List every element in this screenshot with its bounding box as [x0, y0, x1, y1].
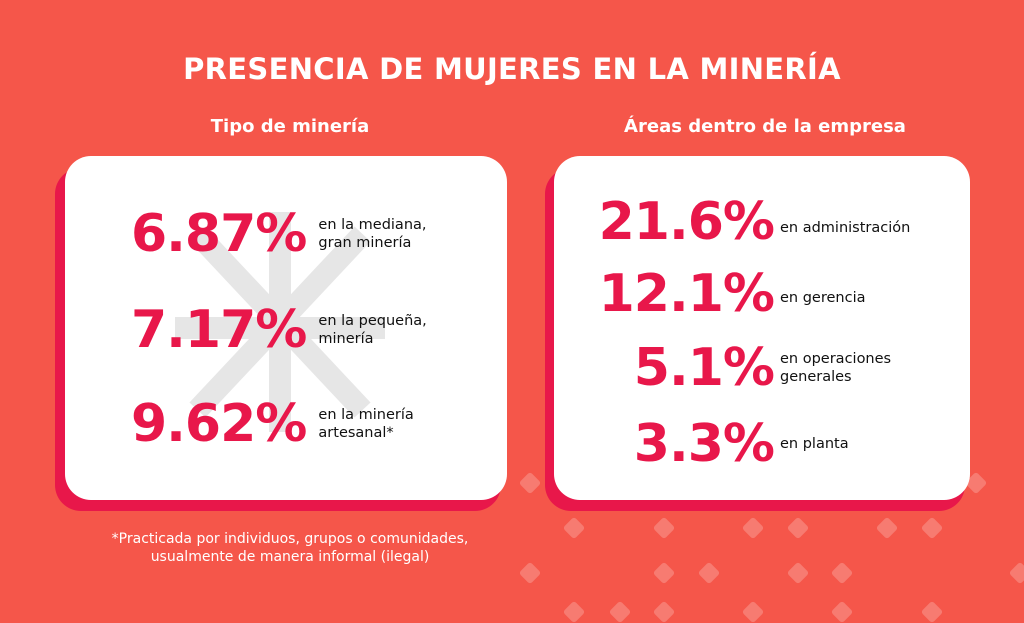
- diamond-decoration: [652, 561, 676, 585]
- stat-row: 9.62% en la minería artesanal*: [131, 398, 414, 450]
- diamond-decoration: [786, 561, 810, 585]
- diamond-decoration: [1008, 561, 1024, 585]
- stat-row: 12.1%: [598, 264, 775, 324]
- stat-row: 21.6%: [598, 192, 775, 252]
- diamond-decoration: [562, 516, 586, 540]
- stat-value: 9.62%: [131, 394, 307, 454]
- stat-label: en la pequeña, minería: [318, 313, 427, 347]
- stat-row: 5.1%: [633, 338, 775, 398]
- diamond-decoration: [830, 561, 854, 585]
- diamond-decoration: [608, 600, 632, 623]
- stat-value: 5.1%: [633, 338, 775, 398]
- diamond-decoration: [741, 516, 765, 540]
- asterisk-watermark-icon: [175, 212, 385, 432]
- page-title: PRESENCIA DE MUJERES EN LA MINERÍA: [183, 52, 841, 86]
- diamond-decoration: [562, 600, 586, 623]
- stat-label: en gerencia: [780, 290, 866, 306]
- diamond-decoration: [875, 516, 899, 540]
- diamond-decoration: [518, 561, 542, 585]
- stat-label: en operaciones generales: [780, 351, 892, 385]
- stat-label: en administración: [780, 220, 911, 236]
- stat-label: en planta: [780, 436, 849, 452]
- diamond-decoration: [697, 561, 721, 585]
- left-heading: Tipo de minería: [210, 116, 370, 137]
- diamond-decoration: [830, 600, 854, 623]
- stat-label: en la minería artesanal*: [318, 407, 414, 441]
- diamond-decoration: [741, 600, 765, 623]
- right-card: 21.6% en administración 12.1% en gerenci…: [554, 156, 970, 500]
- stat-row: 3.3%: [633, 414, 775, 474]
- diamond-decoration: [652, 600, 676, 623]
- stat-value: 12.1%: [598, 264, 775, 324]
- diamond-decoration: [920, 516, 944, 540]
- diamond-decoration: [518, 471, 542, 495]
- stat-value: 21.6%: [598, 192, 775, 252]
- diamond-decoration: [786, 516, 810, 540]
- stat-label: en la mediana, gran minería: [318, 217, 427, 251]
- stat-row: 7.17% en la pequeña, minería: [131, 304, 427, 356]
- right-heading: Áreas dentro de la empresa: [624, 116, 906, 137]
- stat-value: 3.3%: [633, 414, 775, 474]
- diamond-decoration: [920, 600, 944, 623]
- footnote: *Practicada por individuos, grupos o com…: [111, 531, 469, 565]
- stat-value: 7.17%: [131, 300, 307, 360]
- diamond-decoration: [652, 516, 676, 540]
- left-card: 6.87% en la mediana, gran minería 7.17% …: [65, 156, 507, 500]
- stat-value: 6.87%: [131, 204, 307, 264]
- stat-row: 6.87% en la mediana, gran minería: [131, 208, 427, 260]
